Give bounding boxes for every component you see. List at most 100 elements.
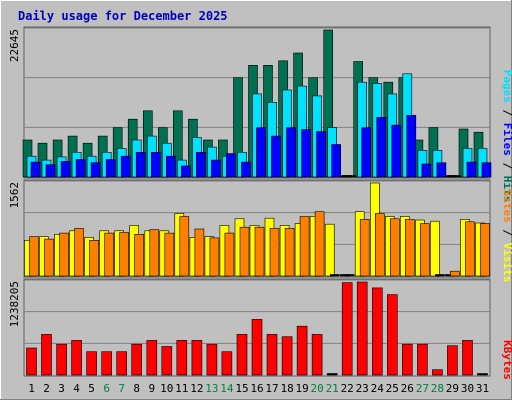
bar-pages-day-6 — [105, 159, 116, 178]
bar-pages-day-28 — [436, 162, 447, 178]
bar-sites-day-7 — [119, 232, 129, 277]
bar-visits-day-21 — [324, 223, 335, 277]
x-tick-label-day-26: 26 — [401, 382, 414, 395]
x-tick-label-day-22: 22 — [341, 382, 354, 395]
bar-kbytes-day-6 — [101, 351, 112, 376]
bar-kbytes-day-1 — [26, 347, 37, 376]
x-tick-label-day-9: 9 — [148, 382, 155, 395]
bar-pages-day-15 — [241, 161, 251, 178]
bar-sites-day-27 — [420, 223, 430, 277]
bar-sites-day-21 — [329, 274, 340, 277]
bar-sites-day-28 — [435, 274, 445, 277]
bar-kbytes-day-3 — [56, 343, 67, 376]
bar-pages-day-7 — [120, 155, 131, 178]
bar-kbytes-day-10 — [161, 346, 173, 376]
bar-kbytes-day-14 — [221, 351, 233, 376]
x-tick-label-day-29: 29 — [446, 382, 459, 395]
bar-pages-day-2 — [45, 164, 56, 178]
bar-pages-day-21 — [331, 144, 342, 178]
bar-pages-day-11 — [181, 165, 191, 178]
bar-sites-day-25 — [389, 218, 400, 277]
bar-sites-day-22 — [344, 274, 355, 277]
bar-pages-day-23 — [361, 127, 372, 178]
right-label-visits-part-2: Visits — [501, 243, 512, 283]
bar-sites-day-5 — [89, 240, 99, 277]
bar-pages-day-14 — [226, 153, 236, 178]
bar-sites-day-20 — [314, 211, 325, 277]
bar-sites-day-3 — [59, 232, 69, 277]
x-tick-label-day-27: 27 — [416, 382, 429, 395]
x-tick-label-day-7: 7 — [118, 382, 125, 395]
bar-pages-day-30 — [466, 161, 477, 178]
bar-pages-day-1 — [30, 161, 41, 178]
bar-pages-day-18 — [286, 127, 296, 178]
bar-pages-day-16 — [256, 127, 266, 178]
bar-pages-day-25 — [391, 124, 402, 178]
right-label-hits: Pages / Files / Hits — [501, 70, 512, 203]
bar-pages-day-13 — [211, 159, 221, 178]
x-tick-label-day-17: 17 — [265, 382, 278, 395]
bar-pages-day-12 — [196, 152, 206, 178]
bar-pages-day-9 — [151, 152, 161, 178]
bar-sites-day-11 — [179, 216, 190, 277]
bar-kbytes-day-27 — [417, 343, 428, 376]
x-tick-label-day-20: 20 — [310, 382, 323, 395]
bar-kbytes-day-21 — [326, 373, 338, 376]
x-tick-label-day-31: 31 — [476, 382, 489, 395]
y-label-kbytes: 1238205 — [8, 281, 21, 327]
bar-kbytes-day-28 — [432, 369, 443, 376]
bar-sites-day-8 — [134, 234, 144, 277]
right-label-hits-part-1: / — [501, 103, 512, 123]
bar-pages-day-22 — [346, 175, 357, 178]
bar-kbytes-day-31 — [477, 373, 488, 376]
bar-pages-day-10 — [166, 155, 176, 178]
bar-pages-day-17 — [271, 135, 281, 178]
bar-sites-day-4 — [74, 228, 84, 277]
bar-kbytes-day-16 — [251, 319, 263, 376]
x-tick-label-day-10: 10 — [160, 382, 173, 395]
bar-sites-day-24 — [374, 213, 385, 277]
x-tick-label-day-8: 8 — [133, 382, 140, 395]
bar-pages-day-20 — [316, 131, 326, 178]
right-label-hits-part-2: Files — [501, 123, 512, 156]
bar-kbytes-day-24 — [371, 287, 383, 376]
bar-kbytes-day-12 — [191, 340, 203, 376]
bar-kbytes-day-29 — [447, 345, 458, 376]
bar-pages-day-5 — [90, 162, 101, 178]
x-tick-label-day-14: 14 — [220, 382, 234, 395]
x-tick-label-day-3: 3 — [58, 382, 65, 395]
bar-pages-day-3 — [60, 161, 71, 178]
right-label-hits-part-0: Pages — [501, 70, 512, 103]
x-tick-label-day-13: 13 — [205, 382, 218, 395]
x-tick-label-day-16: 16 — [250, 382, 263, 395]
bar-kbytes-day-15 — [236, 334, 248, 376]
x-tick-label-day-4: 4 — [73, 382, 80, 395]
bar-kbytes-day-13 — [206, 343, 218, 376]
bar-sites-day-16 — [254, 226, 265, 277]
bar-kbytes-day-19 — [296, 325, 308, 376]
x-tick-label-day-18: 18 — [280, 382, 293, 395]
bar-sites-day-26 — [404, 219, 415, 277]
bar-sites-day-13 — [209, 237, 220, 277]
bar-sites-day-12 — [194, 228, 205, 277]
right-label-hits-part-3: / — [501, 156, 512, 176]
bar-sites-day-15 — [239, 226, 250, 277]
x-tick-label-day-11: 11 — [175, 382, 188, 395]
bar-kbytes-day-4 — [71, 340, 82, 376]
x-tick-label-day-6: 6 — [103, 382, 110, 395]
right-label-kbytes: KBytes — [501, 340, 512, 380]
bar-sites-day-31 — [480, 223, 490, 277]
right-label-visits-part-1: / — [501, 223, 512, 243]
bar-kbytes-day-30 — [462, 340, 473, 376]
x-tick-label-day-23: 23 — [356, 382, 369, 395]
bar-kbytes-day-26 — [401, 343, 413, 376]
panel-hits-frame — [23, 26, 491, 179]
bar-sites-day-9 — [149, 229, 160, 277]
bar-visits-day-28 — [430, 220, 440, 277]
bar-sites-day-17 — [269, 228, 280, 277]
bar-sites-day-2 — [44, 238, 54, 277]
x-tick-label-day-5: 5 — [88, 382, 95, 395]
bar-kbytes-day-5 — [86, 351, 97, 376]
x-tick-label-day-24: 24 — [371, 382, 385, 395]
x-tick-label-day-30: 30 — [461, 382, 474, 395]
